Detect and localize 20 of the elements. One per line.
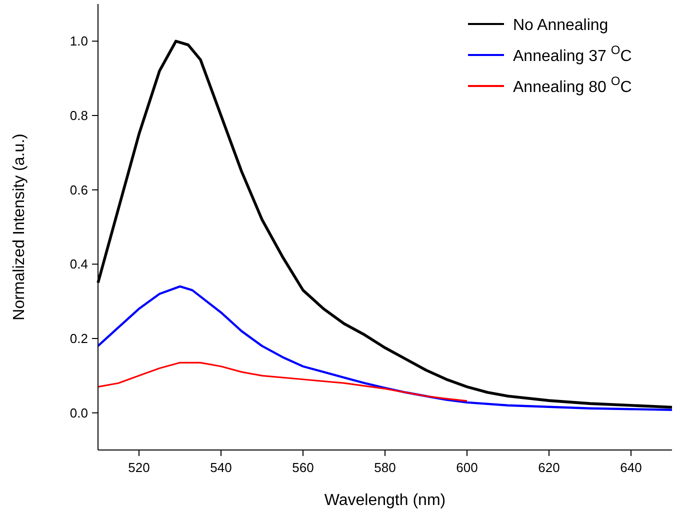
x-tick-label: 560: [292, 460, 314, 475]
legend-label: Annealing 37 $^{O}$C: [513, 43, 632, 65]
y-tick-label: 0.2: [70, 331, 88, 346]
y-tick-label: 0.0: [70, 405, 88, 420]
legend-label: No Annealing: [513, 17, 608, 34]
x-tick-label: 600: [456, 460, 478, 475]
y-tick-label: 0.6: [70, 182, 88, 198]
y-tick-label: 0.8: [70, 108, 88, 123]
line-series: [96, 285, 673, 411]
x-tick-label: 580: [374, 460, 396, 475]
x-tick-label: 640: [620, 460, 642, 475]
x-tick-label: 520: [128, 460, 150, 475]
x-tick-label: 540: [210, 460, 232, 475]
line-series: [97, 362, 468, 402]
y-tick-label: 0.4: [70, 256, 88, 272]
y-axis-title: Normalized Intensity (a.u.): [11, 134, 28, 320]
x-tick-label: 620: [538, 460, 560, 475]
y-tick-label: 1.0: [70, 34, 88, 49]
x-axis-title: Wavelength (nm): [324, 492, 446, 509]
legend-label: Annealing 80 $^{O}$C: [513, 74, 632, 96]
